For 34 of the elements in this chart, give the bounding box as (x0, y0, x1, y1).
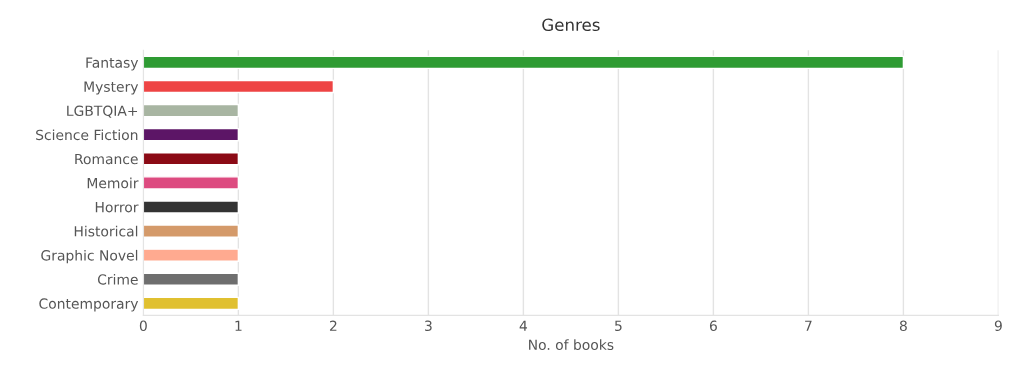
y-tick-label: Science Fiction (36, 129, 138, 141)
bar (143, 272, 240, 286)
bar (143, 248, 240, 262)
x-tick-label: 0 (139, 320, 147, 332)
x-tick-label: 9 (994, 320, 1002, 332)
bar (143, 79, 335, 94)
y-tick-label: Mystery (84, 81, 139, 95)
x-tick-label: 6 (709, 320, 717, 332)
bar (143, 224, 240, 238)
x-tick-label: 4 (519, 320, 528, 331)
bar (143, 55, 905, 70)
bar (143, 176, 240, 190)
y-tick-label: Fantasy (86, 57, 139, 71)
y-tick-label: Crime (97, 273, 138, 285)
x-tick-label: 8 (899, 320, 907, 332)
y-tick-label: LGBTQIA+ (67, 105, 138, 118)
bar (143, 296, 240, 311)
x-tick-label: 7 (805, 320, 812, 331)
x-tick-label: 5 (615, 320, 622, 332)
x-tick-label: 1 (235, 320, 242, 331)
bar (143, 200, 240, 214)
bar (143, 103, 240, 118)
y-tick-label: Memoir (87, 177, 139, 189)
y-tick-label: Romance (75, 153, 138, 165)
x-tick-label: 2 (329, 320, 337, 331)
y-tick-label: Horror (95, 202, 139, 213)
bar (143, 152, 240, 166)
bar (143, 127, 240, 142)
y-tick-label: Historical (74, 225, 138, 237)
y-tick-label: Contemporary (39, 298, 139, 312)
x-tick-label: 3 (425, 320, 432, 332)
x-axis-title: No. of books (529, 339, 614, 351)
y-tick-label: Graphic Novel (41, 249, 138, 264)
chart-title: Genres (542, 18, 600, 32)
